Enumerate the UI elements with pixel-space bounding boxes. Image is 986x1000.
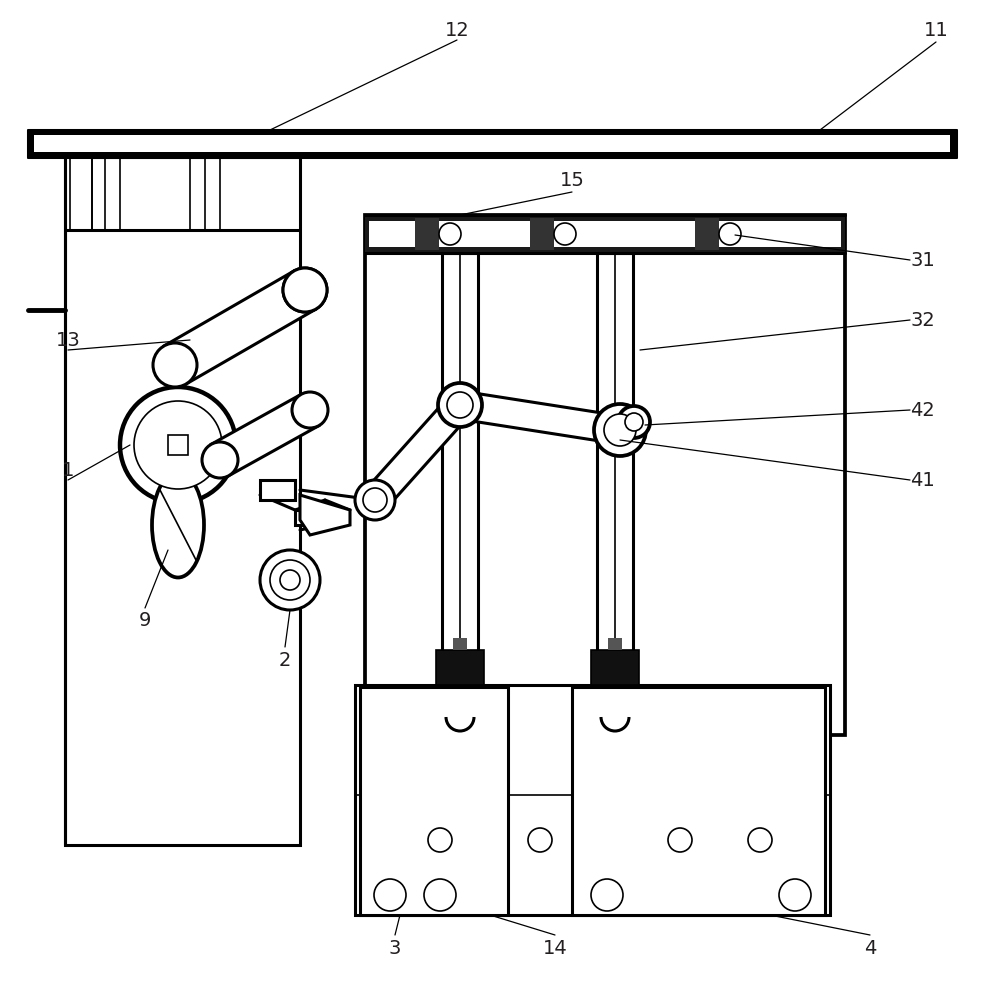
Circle shape [594,404,646,456]
Text: 41: 41 [909,471,934,489]
Circle shape [605,416,633,444]
Bar [65,157,300,845]
Bar [591,650,638,685]
Bar [436,650,483,685]
Circle shape [624,413,642,431]
Circle shape [428,828,452,852]
Circle shape [718,223,740,245]
Circle shape [591,879,622,911]
Ellipse shape [152,473,204,578]
Bar [607,638,621,650]
Circle shape [668,828,691,852]
Circle shape [603,414,635,446]
Polygon shape [295,510,324,525]
Bar [365,215,844,735]
Bar [572,687,824,915]
Circle shape [374,879,405,911]
Polygon shape [300,495,350,535]
Circle shape [134,401,222,489]
Circle shape [292,392,327,428]
Circle shape [361,486,388,514]
Polygon shape [364,396,470,509]
Text: 1: 1 [62,460,74,480]
Text: 2: 2 [278,650,291,670]
Circle shape [363,488,387,512]
Bar [360,687,508,915]
Circle shape [553,223,576,245]
Circle shape [447,392,472,418]
Text: 13: 13 [55,330,80,350]
Text: 32: 32 [909,310,934,330]
Circle shape [120,387,236,503]
Bar [28,130,955,157]
Circle shape [283,268,326,312]
Polygon shape [211,394,318,476]
Polygon shape [259,480,295,500]
Text: 4: 4 [863,938,876,958]
Circle shape [446,391,473,419]
Text: 12: 12 [444,20,469,39]
Polygon shape [458,391,621,444]
Circle shape [778,879,810,911]
Text: 11: 11 [923,20,948,39]
Circle shape [439,223,460,245]
Bar [442,253,477,680]
Text: 3: 3 [388,938,400,958]
Polygon shape [164,271,316,384]
Bar [34,135,950,152]
Text: 31: 31 [909,250,934,269]
Bar [355,685,829,915]
Bar [436,650,483,685]
Bar [597,253,632,680]
Circle shape [355,480,394,520]
Bar [369,221,840,247]
Circle shape [446,391,473,419]
Text: 15: 15 [559,170,584,190]
Text: 42: 42 [909,400,934,420]
Circle shape [747,828,771,852]
Bar [70,157,92,230]
Circle shape [270,560,310,600]
Circle shape [438,383,481,427]
Circle shape [202,442,238,478]
Text: 14: 14 [542,938,567,958]
Circle shape [424,879,456,911]
Circle shape [283,268,326,312]
Circle shape [617,406,650,438]
Circle shape [528,828,551,852]
Bar [694,218,718,250]
Bar [591,650,638,685]
Bar [365,215,844,253]
Bar [529,218,553,250]
Circle shape [153,343,197,387]
Text: 9: 9 [139,610,151,630]
Circle shape [259,550,319,610]
Bar [168,435,187,455]
Bar [414,218,439,250]
Bar [453,638,466,650]
Circle shape [280,570,300,590]
